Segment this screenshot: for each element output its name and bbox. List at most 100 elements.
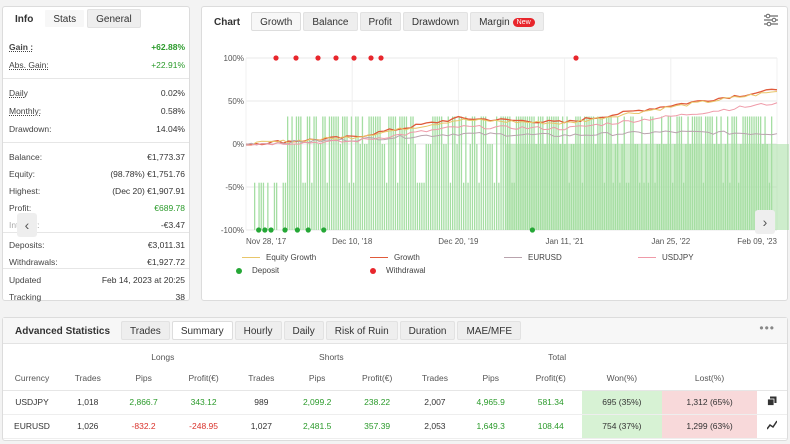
stat-label: Tracking xyxy=(9,292,42,302)
stat-label: Highest: xyxy=(9,186,41,196)
settings-sliders-icon[interactable] xyxy=(763,13,779,27)
tab-info[interactable]: Info xyxy=(6,9,43,28)
column-header: Currency xyxy=(3,366,61,391)
table-cell: 357.39 xyxy=(346,414,409,439)
legend-eurusd-swatch xyxy=(504,257,522,259)
trade-bar xyxy=(469,144,471,230)
trade-bar xyxy=(339,144,342,230)
deposit-marker xyxy=(268,227,274,233)
tab-drawdown[interactable]: Drawdown xyxy=(402,11,469,31)
column-header: Profit(€) xyxy=(519,366,582,391)
legend-usdjpy[interactable]: USDJPY xyxy=(638,253,694,262)
trade-bar xyxy=(421,182,423,230)
tab-hourly[interactable]: Hourly xyxy=(234,321,282,340)
tab-mae-mfe[interactable]: MAE/MFE xyxy=(457,321,522,340)
new-badge: New xyxy=(512,17,535,27)
trade-bar xyxy=(493,182,496,230)
tab-stats[interactable]: Stats xyxy=(44,9,86,28)
trade-bar xyxy=(313,116,315,230)
trade-bar xyxy=(386,182,388,230)
legend-equity[interactable]: Equity Growth xyxy=(242,253,316,262)
trade-bar xyxy=(260,182,262,230)
y-tick-label: -100% xyxy=(221,226,244,235)
trade-bar xyxy=(287,116,289,230)
trade-bar xyxy=(480,116,482,230)
trade-bar xyxy=(353,182,355,230)
trade-bar xyxy=(408,144,410,230)
stat-row: Drawdown: 14.04% xyxy=(9,122,185,136)
trade-bar xyxy=(346,116,348,230)
table-cell: 2,007 xyxy=(408,390,462,415)
trade-bar xyxy=(474,116,476,230)
tab-risk-of-ruin[interactable]: Risk of Ruin xyxy=(325,321,398,340)
trade-bar xyxy=(471,116,474,230)
legend-withdrawal[interactable]: Withdrawal xyxy=(370,266,426,275)
deposit-marker xyxy=(321,227,327,233)
tab-daily[interactable]: Daily xyxy=(283,321,324,340)
group-total: Total xyxy=(548,352,567,362)
stat-label: Updated xyxy=(9,275,42,285)
table-cell: 695 (35%) xyxy=(581,390,663,415)
trade-bar xyxy=(410,116,412,230)
trade-bar xyxy=(427,144,430,230)
copy-icon[interactable] xyxy=(757,390,787,415)
trade-bar xyxy=(317,144,320,230)
stat-label: Equity: xyxy=(9,169,35,179)
legend-growth[interactable]: Growth xyxy=(370,253,420,262)
table-cell: EURUSD xyxy=(3,414,61,439)
tab-duration[interactable]: Duration xyxy=(399,321,456,340)
trade-bar xyxy=(379,116,381,230)
table-cell: 989 xyxy=(234,390,289,415)
column-header: Trades xyxy=(408,366,462,391)
tab-growth[interactable]: Growth xyxy=(251,11,302,31)
summary-table: Longs Shorts Total Currency Trades Pips Pro… xyxy=(3,348,787,439)
tab-profit[interactable]: Profit xyxy=(359,11,401,31)
trade-bar xyxy=(405,116,408,230)
stat-value: €689.78 xyxy=(154,203,185,213)
tab-general[interactable]: General xyxy=(87,9,141,28)
trade-bar xyxy=(368,116,370,230)
deposit-dot-icon xyxy=(236,267,242,274)
trade-bar xyxy=(392,116,394,230)
trade-bar xyxy=(289,144,291,230)
tab-balance[interactable]: Balance xyxy=(303,11,358,31)
legend-deposit[interactable]: Deposit xyxy=(236,266,279,275)
stat-label: Drawdown: xyxy=(9,124,52,134)
withdrawal-marker xyxy=(378,55,384,61)
legend-eurusd[interactable]: EURUSD xyxy=(504,253,562,262)
column-header: Pips xyxy=(288,366,347,391)
trade-bar xyxy=(394,116,397,230)
legend-equity-label: Equity Growth xyxy=(266,253,317,262)
withdrawal-marker xyxy=(573,55,579,61)
trade-bar xyxy=(496,116,498,230)
stat-value: +22.91% xyxy=(151,60,185,70)
stats-panel: Info Stats General Gain : +62.88% Abs. Gai… xyxy=(2,6,190,302)
trade-bar xyxy=(322,116,324,230)
trade-bar xyxy=(502,116,504,230)
stat-row: Abs. Gain: +22.91% xyxy=(9,58,185,72)
table-cell: 581.34 xyxy=(519,390,582,415)
stat-value: €3,011.31 xyxy=(147,240,185,250)
tab-margin[interactable]: Margin New xyxy=(470,11,544,31)
chart-icon[interactable] xyxy=(757,414,787,439)
tab-summary[interactable]: Summary xyxy=(171,321,233,340)
stat-label[interactable]: Monthly: xyxy=(9,106,42,116)
trade-bar xyxy=(467,182,469,230)
stat-label[interactable]: Abs. Gain: xyxy=(9,60,49,70)
growth-chart[interactable]: 100% 50% 0% -50% -100%Nov 28, '17 Dec 10, '18… xyxy=(202,43,789,273)
trade-bar xyxy=(350,116,353,230)
chart-label: Chart xyxy=(205,11,250,31)
trade-bar xyxy=(482,116,485,230)
legend-eurusd-label: EURUSD xyxy=(528,253,562,262)
column-header: Won(%) xyxy=(581,366,663,391)
trade-bar xyxy=(454,116,456,230)
chart-prev-button[interactable]: ‹ xyxy=(17,213,37,237)
chart-next-button[interactable]: › xyxy=(755,210,775,234)
withdrawal-marker xyxy=(333,55,339,61)
stat-label[interactable]: Daily xyxy=(9,88,28,98)
tab-trades[interactable]: Trades xyxy=(121,321,170,340)
stat-label[interactable]: Gain : xyxy=(9,42,34,52)
more-options-icon[interactable]: ••• xyxy=(759,321,775,335)
trade-bar xyxy=(489,144,491,230)
advanced-statistics-title: Advanced Statistics xyxy=(6,321,120,340)
